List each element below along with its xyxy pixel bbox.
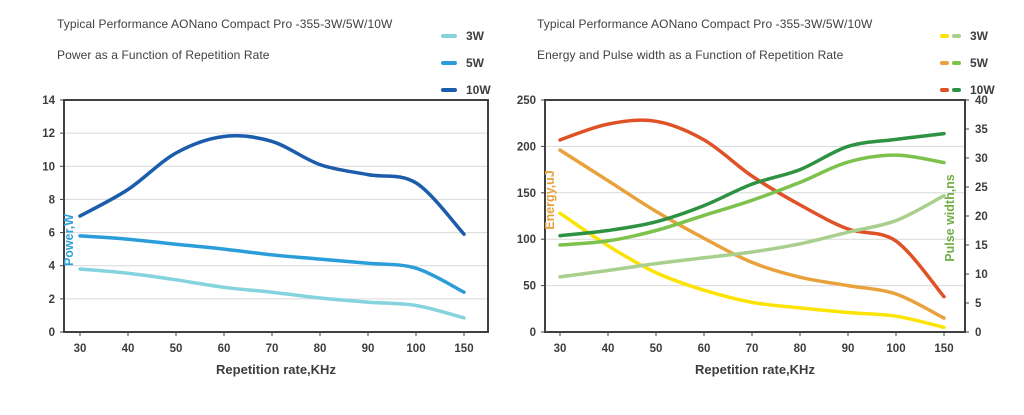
- svg-text:100: 100: [517, 234, 536, 246]
- svg-text:2: 2: [49, 294, 55, 306]
- svg-text:20: 20: [975, 211, 988, 223]
- svg-text:80: 80: [314, 343, 327, 355]
- svg-text:70: 70: [746, 343, 759, 355]
- svg-text:Power,W: Power,W: [62, 214, 76, 266]
- svg-text:40: 40: [122, 343, 135, 355]
- legend-item: 5W: [441, 53, 491, 72]
- legend-item: 10W: [940, 80, 995, 99]
- svg-text:5: 5: [975, 298, 982, 310]
- svg-text:10: 10: [42, 161, 55, 173]
- legend-line-swatch: [441, 33, 457, 38]
- svg-text:60: 60: [218, 343, 231, 355]
- svg-text:50: 50: [650, 343, 663, 355]
- legend-line-swatch: [952, 33, 961, 38]
- svg-text:50: 50: [170, 343, 183, 355]
- svg-text:8: 8: [49, 194, 56, 206]
- svg-text:0: 0: [530, 327, 536, 339]
- svg-text:0: 0: [49, 327, 55, 339]
- legend-label: 3W: [970, 28, 988, 43]
- svg-text:100: 100: [406, 343, 425, 355]
- svg-text:40: 40: [975, 95, 988, 107]
- legend-line-swatch: [441, 87, 457, 92]
- svg-text:30: 30: [74, 343, 87, 355]
- svg-text:30: 30: [554, 343, 567, 355]
- svg-text:15: 15: [975, 240, 988, 252]
- svg-text:80: 80: [794, 343, 807, 355]
- legend-label: 10W: [970, 82, 995, 97]
- svg-text:4: 4: [49, 261, 56, 273]
- power-chart-legend: 3W 5W 10W: [441, 26, 491, 99]
- svg-text:90: 90: [842, 343, 855, 355]
- svg-text:200: 200: [517, 141, 536, 153]
- svg-text:150: 150: [517, 188, 536, 200]
- power-chart-subtitle: Power as a Function of Repetition Rate: [57, 48, 270, 62]
- svg-text:14: 14: [42, 95, 55, 107]
- energy-chart-subtitle: Energy and Pulse width as a Function of …: [537, 48, 844, 62]
- svg-text:10: 10: [975, 269, 988, 281]
- svg-text:0: 0: [975, 327, 981, 339]
- power-chart-title: Typical Performance AONano Compact Pro -…: [57, 17, 393, 31]
- svg-text:250: 250: [517, 95, 536, 107]
- legend-label: 3W: [466, 28, 484, 43]
- power-chart-plot: 0 2 4 6 8 10 12 14 30 40 50 60 70 80 90 100 150 Repetitio…: [42, 95, 489, 377]
- energy-chart-legend: 3W 5W 10W: [940, 26, 995, 99]
- legend-item: 5W: [940, 53, 995, 72]
- power-chart-section: Typical Performance AONano Compact Pro -…: [42, 17, 491, 377]
- svg-text:50: 50: [523, 281, 536, 293]
- svg-text:25: 25: [975, 182, 988, 194]
- svg-text:90: 90: [362, 343, 375, 355]
- legend-label: 5W: [466, 55, 484, 70]
- energy-chart-plot: 0 50 100 150 200 250 0 5 10 15 20 25 30 35 40 30 40 50 60 7…: [517, 95, 989, 377]
- legend-line-swatch: [940, 33, 949, 38]
- legend-line-swatch: [441, 60, 457, 65]
- legend-item: 3W: [441, 26, 491, 45]
- svg-text:60: 60: [698, 343, 711, 355]
- svg-text:150: 150: [454, 343, 473, 355]
- svg-text:6: 6: [49, 228, 55, 240]
- svg-text:Pulse width,ns: Pulse width,ns: [943, 174, 957, 262]
- legend-label: 10W: [466, 82, 491, 97]
- svg-text:Repetition rate,KHz: Repetition rate,KHz: [216, 362, 336, 377]
- energy-pulse-chart-section: Typical Performance AONano Compact Pro -…: [512, 0, 1024, 415]
- legend-label: 5W: [970, 55, 988, 70]
- svg-text:40: 40: [602, 343, 615, 355]
- legend-line-swatch: [940, 87, 949, 92]
- svg-text:Energy,uJ: Energy,uJ: [543, 170, 557, 230]
- energy-chart-title: Typical Performance AONano Compact Pro -…: [537, 17, 873, 31]
- legend-line-swatch: [940, 60, 949, 65]
- svg-text:30: 30: [975, 153, 988, 165]
- legend-item: 10W: [441, 80, 491, 99]
- svg-text:12: 12: [42, 128, 55, 140]
- legend-line-swatch: [952, 87, 961, 92]
- svg-text:70: 70: [266, 343, 279, 355]
- svg-text:150: 150: [934, 343, 953, 355]
- svg-text:35: 35: [975, 124, 988, 136]
- legend-line-swatch: [952, 60, 961, 65]
- svg-text:Repetition rate,KHz: Repetition rate,KHz: [695, 362, 815, 377]
- svg-text:100: 100: [886, 343, 905, 355]
- legend-item: 3W: [940, 26, 995, 45]
